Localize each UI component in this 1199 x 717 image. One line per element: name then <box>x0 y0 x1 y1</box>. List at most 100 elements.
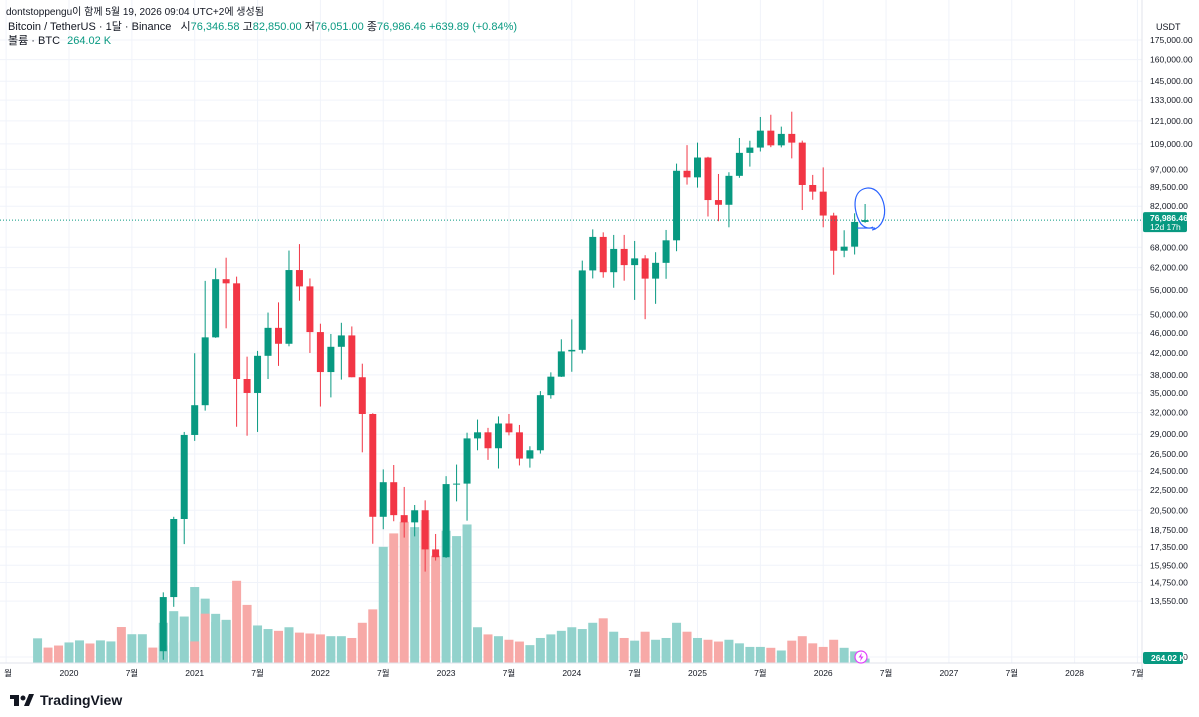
candle <box>568 319 576 372</box>
volume-bar <box>452 536 462 663</box>
time-axis-label: 2026 <box>814 668 833 678</box>
price-axis-label: 38,000.00 <box>1150 370 1188 380</box>
time-axis-label: 2020 <box>60 668 79 678</box>
candle <box>652 252 660 304</box>
candle <box>714 173 722 222</box>
current-price-label: 76,986.46 <box>1150 213 1188 223</box>
tradingview-brand: TradingView <box>40 692 123 708</box>
volume-tag: 264.02 K <box>1143 652 1186 664</box>
volume-bar <box>734 643 744 663</box>
price-axis-label: 89,500.00 <box>1150 182 1188 192</box>
tradingview-logo[interactable]: TradingView <box>10 692 122 708</box>
time-axis-label: 2024 <box>562 668 581 678</box>
price-axis-label: 175,000.00 <box>1150 35 1193 45</box>
candle <box>337 322 345 380</box>
time-axis-label: 2027 <box>939 668 958 678</box>
candle <box>694 142 701 188</box>
volume-bar <box>724 639 734 663</box>
volume-bar <box>598 618 608 663</box>
volume-bar <box>242 604 252 663</box>
price-axis-label: 68,000.00 <box>1150 242 1188 252</box>
volume-bar <box>399 521 409 663</box>
candle <box>369 413 377 544</box>
time-axis-label: 7월 <box>377 668 390 678</box>
grid-lines <box>0 0 1142 663</box>
symbol-description[interactable]: Bitcoin / TetherUS · 1달 · Binance <box>8 21 172 33</box>
price-axis-label: 121,000.00 <box>1150 116 1193 126</box>
volume-bar <box>693 637 702 663</box>
price-axis-label: 82,000.00 <box>1150 201 1188 211</box>
candle <box>463 432 471 521</box>
volume-bar <box>74 640 84 663</box>
price-axis-label: 20,500.00 <box>1150 505 1188 515</box>
volume-bar <box>745 646 755 663</box>
candle <box>788 111 796 159</box>
candle <box>578 260 586 354</box>
candle <box>222 257 230 329</box>
volume-bar <box>493 636 503 663</box>
volume-bar <box>169 611 179 663</box>
volume-bar <box>336 636 346 663</box>
price-axis-label: 35,000.00 <box>1150 388 1188 398</box>
time-axis-label: 7월 <box>754 668 767 678</box>
publish-info: dontstoppengu이 함께 5월 19, 2026 09:04 UTC+… <box>6 7 264 18</box>
volume-bar <box>179 616 189 663</box>
volume-bar <box>619 637 629 663</box>
candle <box>180 431 188 545</box>
volume-label[interactable]: 볼륨 · BTC <box>8 35 61 47</box>
volume-bar <box>703 639 713 663</box>
price-axis-label: 145,000.00 <box>1150 76 1193 86</box>
high-value: 82,850.00 <box>252 21 302 33</box>
candle <box>159 592 167 660</box>
low-label: 저 <box>304 21 315 33</box>
candle <box>526 446 534 468</box>
volume-bar <box>368 609 378 663</box>
high-label: 고 <box>242 21 253 33</box>
flash-icon[interactable] <box>854 650 868 664</box>
price-axis-label: 17,350.00 <box>1150 542 1188 552</box>
drawing-annotation <box>854 187 886 231</box>
volume-bar <box>431 555 441 663</box>
close-label: 종 <box>366 21 377 33</box>
volume-bar <box>106 641 116 663</box>
candle <box>673 163 681 252</box>
candle <box>589 229 597 279</box>
volume-bars <box>33 520 870 663</box>
candle <box>620 234 628 281</box>
volume-bar <box>808 643 818 663</box>
volume-bar <box>839 647 849 663</box>
volume-bar <box>190 641 200 663</box>
candle <box>201 280 209 411</box>
low-value: 76,051.00 <box>314 21 364 33</box>
candle <box>683 145 691 185</box>
volume-bar <box>95 640 105 663</box>
price-axis-label: 133,000.00 <box>1150 95 1193 105</box>
candle <box>306 278 314 353</box>
candle <box>809 174 817 200</box>
volume-bar <box>776 650 786 663</box>
candle <box>442 476 450 558</box>
time-axis-label: 2022 <box>311 668 330 678</box>
volume-bar <box>347 637 357 663</box>
volume-bar <box>305 633 315 663</box>
volume-bar <box>473 627 483 663</box>
volume-bar <box>190 587 200 663</box>
close-value: 76,986.46 <box>376 21 426 33</box>
price-axis-label: 46,000.00 <box>1150 328 1188 338</box>
change-value: +639.89 (+0.84%) <box>428 21 518 33</box>
volume-bar <box>43 647 53 663</box>
candle <box>191 353 199 441</box>
volume-bar <box>640 631 650 663</box>
volume-bar <box>661 637 671 663</box>
volume-bar <box>546 634 556 663</box>
volume-bar <box>504 639 514 663</box>
legend-row-volume: 볼륨 · BTC 264.02 K <box>8 34 111 48</box>
volume-bar <box>211 621 221 663</box>
candle <box>641 255 649 320</box>
volume-tag-label: 264.02 K <box>1151 653 1186 663</box>
candle <box>379 469 387 530</box>
volume-bar <box>357 622 367 663</box>
candle <box>704 156 712 217</box>
candle <box>798 140 806 211</box>
